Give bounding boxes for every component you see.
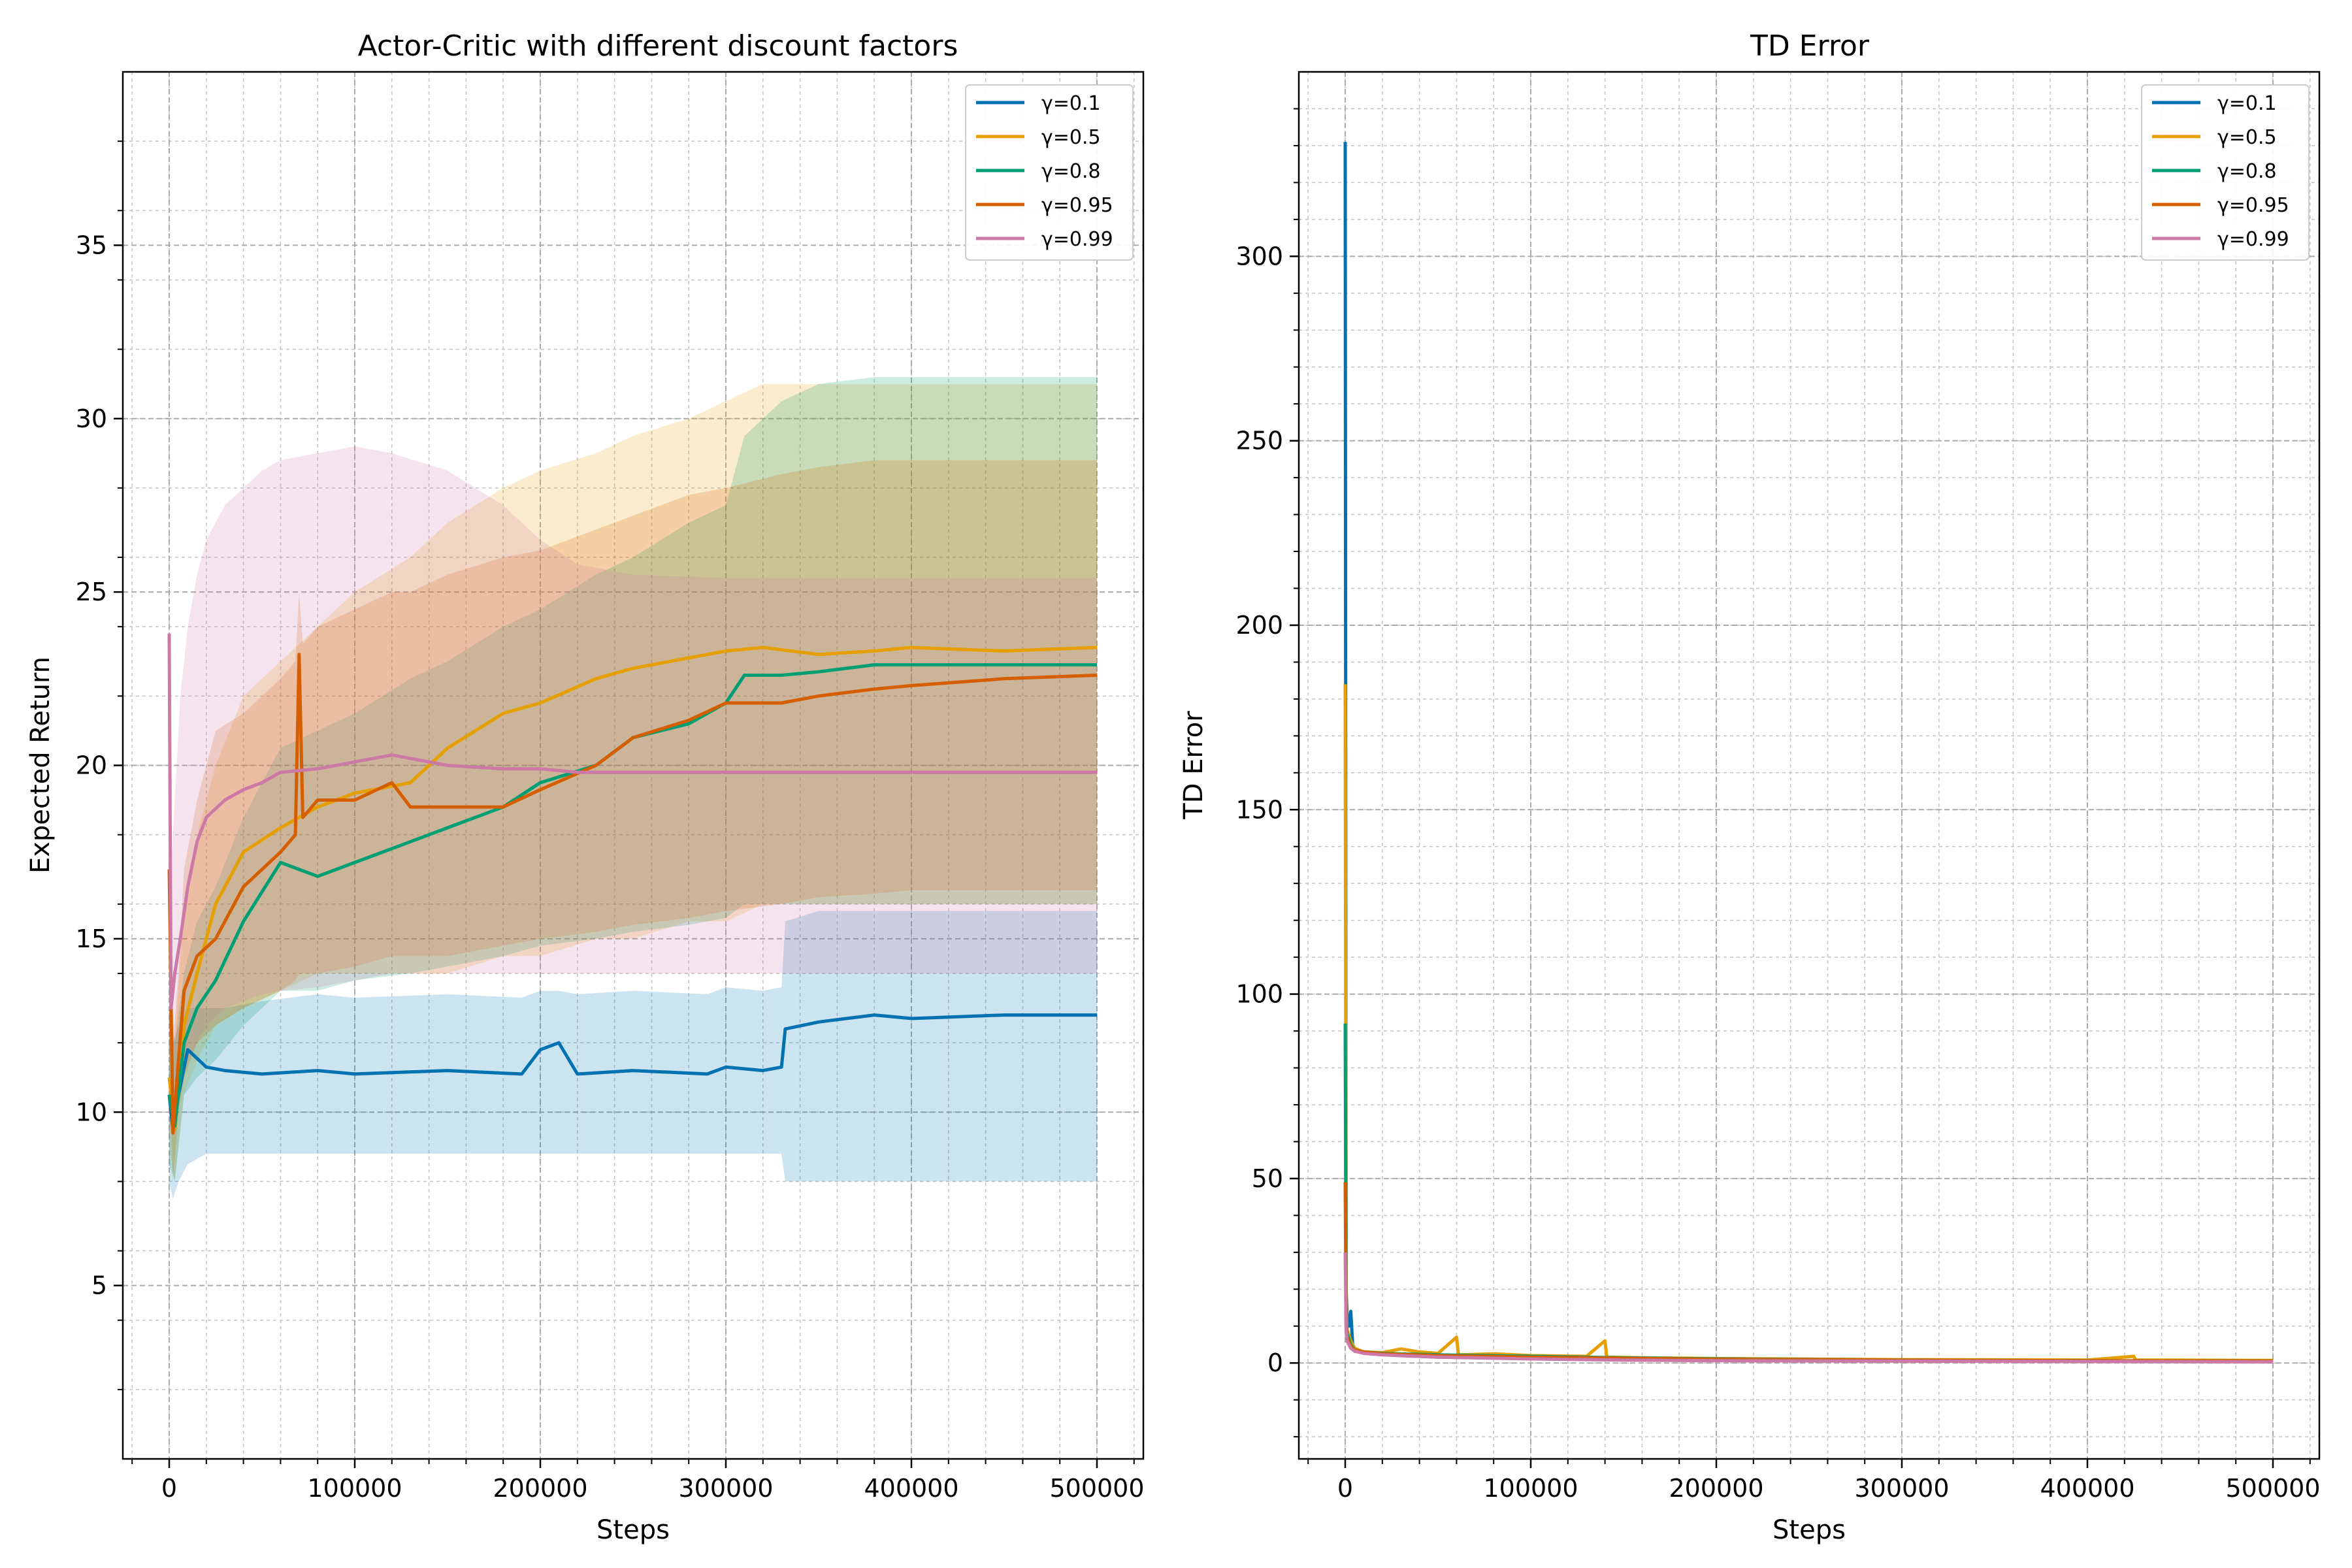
- right-legend-label-2: γ=0.8: [2217, 160, 2277, 183]
- right-legend-entry-0: γ=0.1: [2152, 92, 2277, 115]
- right-grid: [1299, 72, 2319, 1459]
- right-x-tick-label: 0: [1337, 1474, 1353, 1503]
- right-legend-label-1: γ=0.5: [2217, 126, 2277, 149]
- right-plot-frame: [1298, 71, 2321, 1460]
- left-legend-entry-4: γ=0.99: [976, 228, 1113, 251]
- left-x-tick-label: 400000: [864, 1474, 958, 1503]
- right-legend-box: [2141, 84, 2310, 261]
- left-ticks: 5 10 15 20 25 30 35 0 100000 200000 300000 400000 50…: [76, 140, 1145, 1503]
- right-y-tick-label: 300: [1235, 242, 1283, 270]
- left-series-line-3: [167, 653, 1098, 1135]
- chart-right: TD Error 0 50 100 150 200 250 300 0 100000 200000…: [1179, 29, 2321, 1545]
- left-series-line-4: [167, 633, 1097, 1010]
- left-y-tick-label: 10: [76, 1098, 107, 1126]
- left-x-tick-label: 500000: [1049, 1474, 1144, 1503]
- left-legend-box: [965, 84, 1134, 261]
- right-series-line-4: [1343, 1252, 2274, 1364]
- left-band-1: [169, 384, 1097, 1182]
- left-y-tick-label: 5: [91, 1271, 107, 1300]
- left-x-tick-label: 300000: [678, 1474, 773, 1503]
- right-legend-label-4: γ=0.99: [2217, 228, 2289, 251]
- right-legend: γ=0.1 γ=0.5 γ=0.8 γ=0.95 γ=0.99: [2141, 84, 2310, 261]
- right-x-tick-label: 500000: [2225, 1474, 2320, 1503]
- right-lines: [1343, 142, 2274, 1364]
- right-chart-title: TD Error: [1750, 29, 1870, 63]
- left-band-3: [169, 460, 1097, 1182]
- right-legend-entry-4: γ=0.99: [2152, 228, 2289, 251]
- right-x-tick-label: 300000: [1854, 1474, 1949, 1503]
- left-grid: [123, 72, 1143, 1459]
- left-series-line-1: [167, 645, 1098, 1132]
- right-ticks: 0 50 100 150 200 250 300 0 100000 200000 300000 400…: [1235, 108, 2321, 1503]
- left-band-2: [169, 377, 1097, 1182]
- left-legend-label-4: γ=0.99: [1041, 228, 1113, 251]
- right-y-axis-label: TD Error: [1179, 711, 1209, 820]
- right-x-tick-label: 400000: [2040, 1474, 2134, 1503]
- left-band-0: [169, 911, 1097, 1199]
- right-legend-label-0: γ=0.1: [2217, 92, 2277, 115]
- left-bands: [169, 377, 1097, 1199]
- left-legend-label-3: γ=0.95: [1041, 194, 1113, 217]
- left-legend-label-2: γ=0.8: [1041, 160, 1101, 183]
- left-y-tick-label: 15: [76, 924, 107, 953]
- right-y-tick-label: 200: [1235, 611, 1283, 640]
- right-x-tick-label: 100000: [1483, 1474, 1578, 1503]
- left-legend-entry-0: γ=0.1: [976, 92, 1101, 115]
- right-y-tick-label: 250: [1235, 427, 1283, 455]
- left-chart-title: Actor-Critic with different discount fac…: [358, 29, 958, 63]
- left-y-tick-label: 30: [76, 404, 107, 433]
- left-legend-entry-1: γ=0.5: [976, 126, 1101, 149]
- right-y-tick-label: 150: [1235, 795, 1283, 824]
- left-series-line-0: [167, 1013, 1097, 1132]
- right-legend-label-3: γ=0.95: [2217, 194, 2289, 217]
- right-y-tick-label: 0: [1267, 1348, 1283, 1377]
- right-y-tick-label: 100: [1235, 980, 1283, 1009]
- left-y-axis-label: Expected Return: [25, 657, 56, 874]
- left-band-4: [169, 446, 1097, 1113]
- left-series-line-2: [167, 663, 1097, 1128]
- right-legend-entry-3: γ=0.95: [2152, 194, 2289, 217]
- left-x-tick-label: 100000: [307, 1474, 402, 1503]
- right-legend-entry-2: γ=0.8: [2152, 160, 2277, 183]
- left-y-tick-label: 25: [76, 578, 107, 606]
- left-lines: [167, 633, 1098, 1135]
- left-legend-entry-3: γ=0.95: [976, 194, 1113, 217]
- right-legend-entry-1: γ=0.5: [2152, 126, 2277, 149]
- right-x-tick-label: 200000: [1669, 1474, 1763, 1503]
- left-legend-entry-2: γ=0.8: [976, 160, 1101, 183]
- left-y-tick-label: 20: [76, 751, 107, 780]
- right-y-tick-label: 50: [1252, 1164, 1283, 1193]
- right-x-axis-label: Steps: [1772, 1515, 1846, 1545]
- left-x-axis-label: Steps: [596, 1515, 670, 1545]
- left-x-tick-label: 0: [161, 1474, 177, 1503]
- left-legend: γ=0.1 γ=0.5 γ=0.8 γ=0.95 γ=0.99: [965, 84, 1134, 261]
- left-legend-label-1: γ=0.5: [1041, 126, 1101, 149]
- left-y-tick-label: 35: [76, 231, 107, 259]
- left-legend-label-0: γ=0.1: [1041, 92, 1101, 115]
- left-x-tick-label: 200000: [493, 1474, 587, 1503]
- chart-left: Actor-Critic with different discount fac…: [25, 29, 1145, 1545]
